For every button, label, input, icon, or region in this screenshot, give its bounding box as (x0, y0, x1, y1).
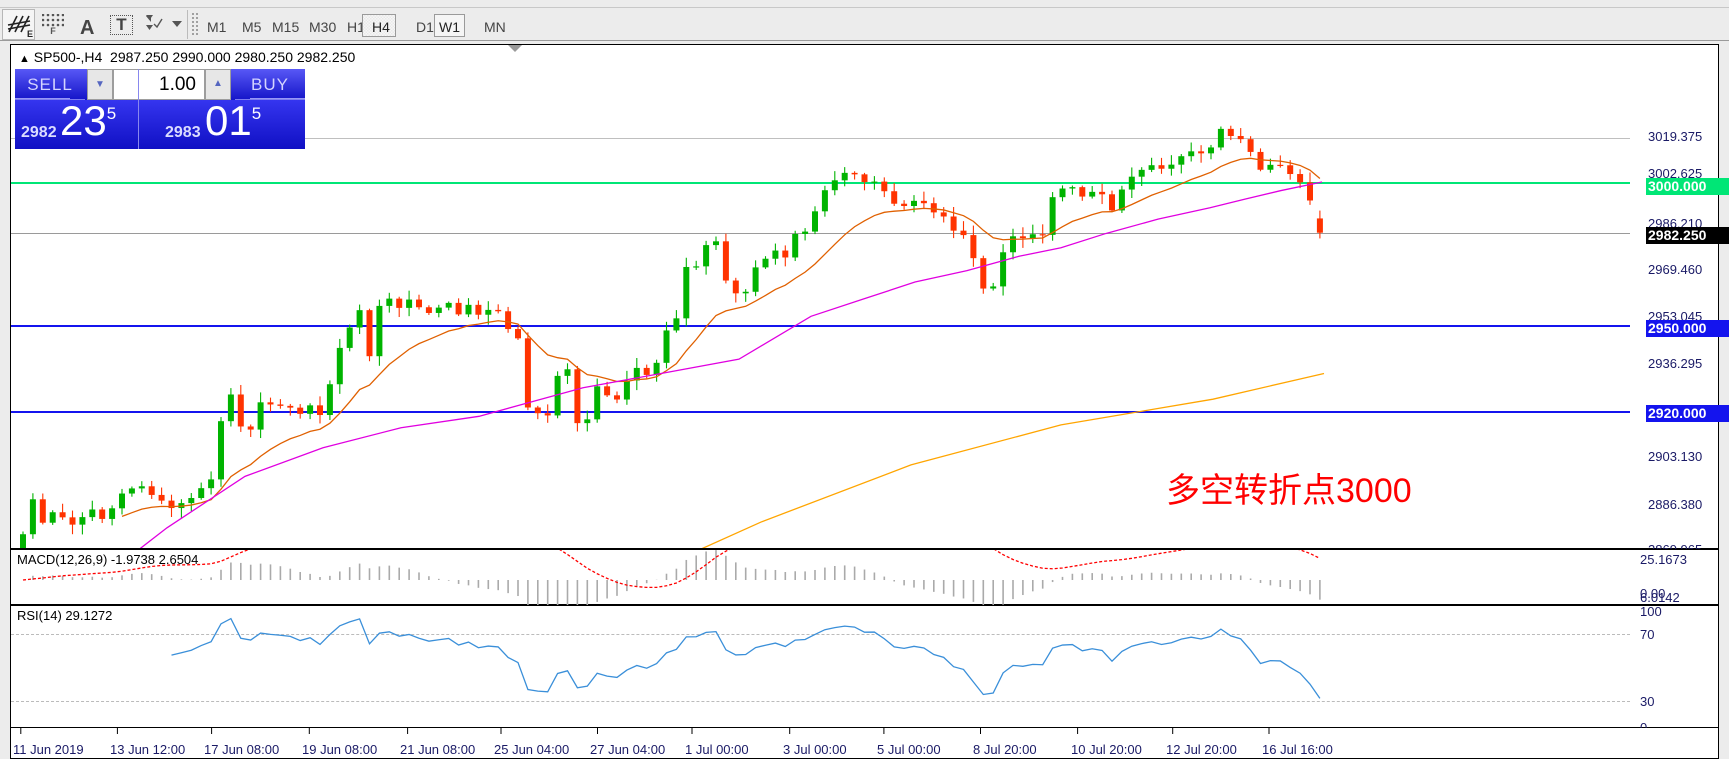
svg-text:E: E (27, 29, 33, 39)
svg-text:F: F (50, 26, 56, 34)
